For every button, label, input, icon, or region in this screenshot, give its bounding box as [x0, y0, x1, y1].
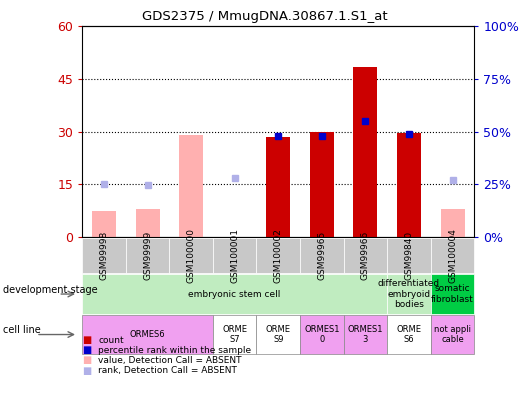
Text: cell line: cell line — [3, 326, 40, 335]
Text: percentile rank within the sample: percentile rank within the sample — [98, 346, 251, 355]
Text: GSM100004: GSM100004 — [448, 228, 457, 283]
Text: ORMES6: ORMES6 — [130, 330, 165, 339]
Text: development stage: development stage — [3, 285, 98, 295]
Text: GSM100002: GSM100002 — [274, 228, 282, 283]
Text: GSM100000: GSM100000 — [187, 228, 196, 283]
Bar — [92, 211, 116, 237]
Text: GSM99998: GSM99998 — [100, 231, 109, 280]
Text: ORME
S9: ORME S9 — [266, 325, 291, 344]
Text: somatic
fibroblast: somatic fibroblast — [431, 284, 474, 304]
Text: GSM99965: GSM99965 — [317, 231, 326, 280]
Bar — [440, 209, 465, 237]
Text: ■: ■ — [82, 335, 91, 345]
Text: ■: ■ — [82, 345, 91, 355]
Bar — [397, 133, 421, 237]
Text: GSM100001: GSM100001 — [230, 228, 239, 283]
Text: value, Detection Call = ABSENT: value, Detection Call = ABSENT — [98, 356, 242, 365]
Text: embryonic stem cell: embryonic stem cell — [189, 290, 281, 298]
Text: ■: ■ — [82, 356, 91, 365]
Text: differentiated
embryoid
bodies: differentiated embryoid bodies — [378, 279, 440, 309]
Text: count: count — [98, 336, 123, 345]
Text: ORME
S7: ORME S7 — [222, 325, 247, 344]
Text: ORMES1
3: ORMES1 3 — [348, 325, 383, 344]
Text: GSM99840: GSM99840 — [404, 231, 413, 280]
Text: GDS2375 / MmugDNA.30867.1.S1_at: GDS2375 / MmugDNA.30867.1.S1_at — [142, 10, 388, 23]
Text: GSM99999: GSM99999 — [143, 231, 152, 280]
Bar — [136, 209, 160, 237]
Bar — [179, 135, 203, 237]
Bar — [354, 67, 377, 237]
Bar — [310, 132, 334, 237]
Bar — [266, 137, 290, 237]
Text: ■: ■ — [82, 366, 91, 375]
Text: GSM99966: GSM99966 — [361, 231, 370, 280]
Text: rank, Detection Call = ABSENT: rank, Detection Call = ABSENT — [98, 366, 237, 375]
Text: ORMES1
0: ORMES1 0 — [304, 325, 340, 344]
Text: ORME
S6: ORME S6 — [396, 325, 421, 344]
Text: not appli
cable: not appli cable — [434, 325, 471, 344]
